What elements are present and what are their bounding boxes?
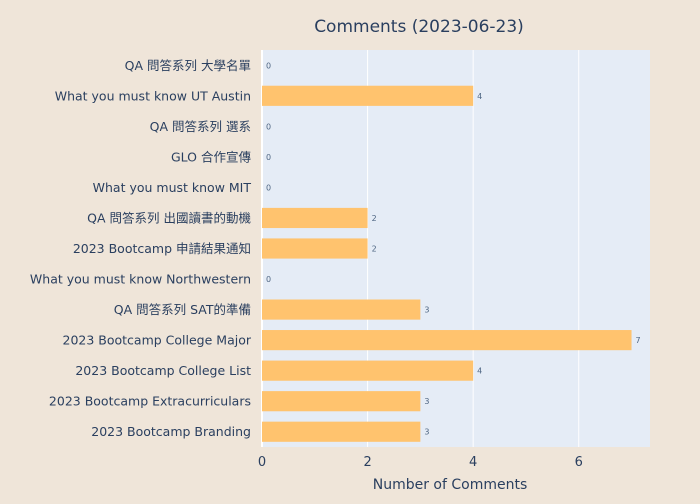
value-label: 0 xyxy=(266,183,271,192)
value-label: 3 xyxy=(424,397,429,406)
value-label: 4 xyxy=(477,367,482,376)
bar xyxy=(262,299,421,320)
value-label: 2 xyxy=(372,214,377,223)
value-labels: 0 4 0 0 0 2 2 0 3 7 4 3 3 xyxy=(266,61,641,436)
value-label: 0 xyxy=(266,61,271,70)
bar xyxy=(262,391,421,412)
value-label: 3 xyxy=(424,306,429,315)
chart-title: Comments (2023-06-23) xyxy=(314,17,524,37)
x-axis-title: Number of Comments xyxy=(373,477,528,493)
x-tick-label: 0 xyxy=(258,455,266,470)
category-label: 2023 Bootcamp Extracurriculars xyxy=(49,394,251,409)
category-label: GLO 合作宣傳 xyxy=(171,149,252,164)
x-tick-label: 6 xyxy=(575,455,583,470)
category-label: QA 問答系列 選系 xyxy=(150,119,251,134)
bar xyxy=(262,85,474,106)
value-label: 2 xyxy=(372,245,377,254)
value-label: 0 xyxy=(266,122,271,131)
category-label: QA 問答系列 大學名單 xyxy=(125,58,251,73)
category-label: 2023 Bootcamp 申請結果通知 xyxy=(73,241,251,256)
x-tick-label: 2 xyxy=(363,455,371,470)
category-label: What you must know MIT xyxy=(93,180,252,195)
x-tick-labels: 0 2 4 6 xyxy=(258,455,583,470)
category-label: QA 問答系列 出國讀書的動機 xyxy=(87,210,251,225)
category-label: 2023 Bootcamp Branding xyxy=(91,424,251,439)
x-tick-label: 4 xyxy=(469,455,477,470)
category-labels: QA 問答系列 大學名單 What you must know UT Austin… xyxy=(30,58,252,439)
category-label: What you must know Northwestern xyxy=(30,272,251,287)
bar xyxy=(262,360,474,381)
value-label: 0 xyxy=(266,275,271,284)
bar xyxy=(262,238,368,259)
bars xyxy=(262,85,632,442)
value-label: 3 xyxy=(424,428,429,437)
bar xyxy=(262,330,632,351)
category-label: What you must know UT Austin xyxy=(55,88,251,103)
value-label: 0 xyxy=(266,153,271,162)
category-label: QA 問答系列 SAT的準備 xyxy=(114,302,251,317)
category-label: 2023 Bootcamp College List xyxy=(75,363,251,378)
value-label: 4 xyxy=(477,92,482,101)
bar xyxy=(262,421,421,442)
category-label: 2023 Bootcamp College Major xyxy=(63,333,252,348)
bar xyxy=(262,207,368,229)
value-label: 7 xyxy=(636,336,641,345)
